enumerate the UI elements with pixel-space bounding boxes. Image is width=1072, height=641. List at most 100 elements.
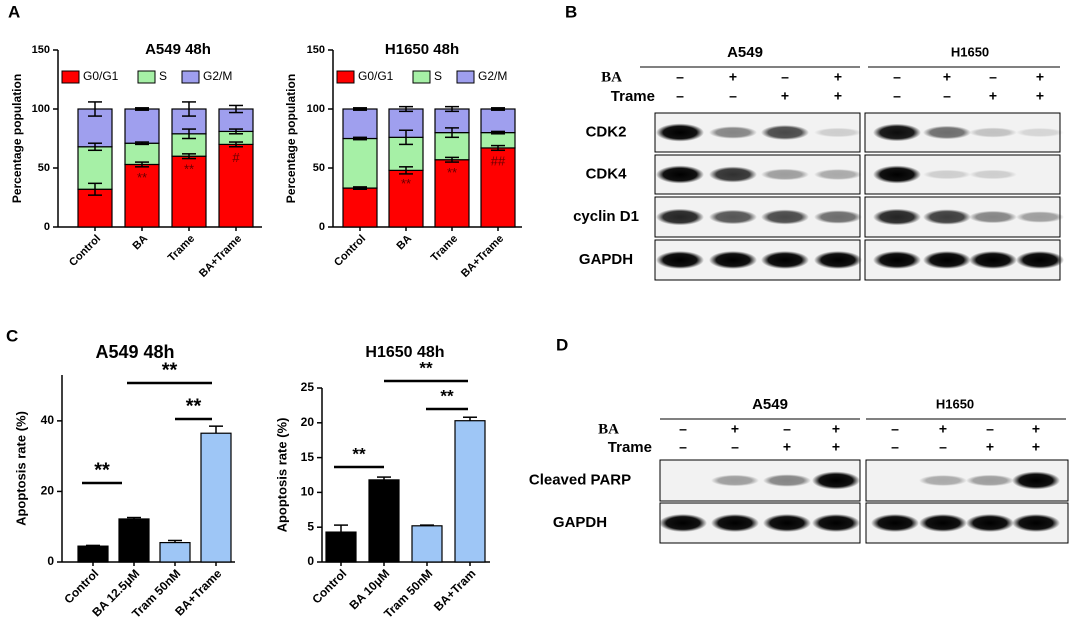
blot-band: [873, 123, 921, 142]
bar-segment: [480, 147, 516, 228]
blot-band: [873, 251, 921, 269]
treatment-sign: –: [891, 421, 899, 437]
error-bar: [491, 130, 505, 135]
significance: **: [184, 162, 194, 177]
legend-label: S: [159, 69, 167, 83]
comparison-label: **: [419, 358, 433, 377]
bar-segment: [342, 108, 378, 140]
protein-label: GAPDH: [553, 514, 607, 531]
cell-line-label: A549: [727, 44, 763, 61]
treatment-sign: –: [986, 421, 994, 437]
blot-band: [969, 169, 1017, 180]
error-bar: [491, 144, 505, 152]
legend-label: S: [434, 69, 442, 83]
bar: [159, 541, 191, 563]
bar: [454, 420, 486, 563]
treatment-sign: +: [1032, 439, 1040, 455]
treatment-sign: –: [989, 69, 997, 85]
error-bar: [86, 544, 100, 547]
blot-band: [814, 251, 862, 269]
bar-segment: [124, 163, 160, 228]
legend-label: G2/M: [203, 69, 232, 83]
error-bar: [399, 105, 413, 113]
legend-swatch: [181, 70, 200, 84]
error-bar: [229, 128, 243, 135]
panel-label: B: [565, 2, 577, 21]
y-tick-label: 40: [41, 413, 55, 427]
blot-band: [1016, 211, 1064, 223]
y-tick-label: 5: [307, 519, 314, 533]
legend-swatch: [336, 70, 355, 84]
bar-segment: [124, 142, 160, 166]
x-tick-label: Control: [332, 233, 368, 269]
panel-label: A: [8, 2, 20, 21]
error-bar: [353, 107, 367, 111]
treatment-sign: +: [1032, 421, 1040, 437]
treatment-sign: –: [781, 69, 789, 85]
bar-segment: [480, 108, 516, 134]
chart-title: H1650 48h: [385, 41, 459, 58]
legend-label: G0/G1: [358, 69, 394, 83]
bar-segment: [171, 155, 207, 228]
y-tick-label: 20: [301, 415, 315, 429]
y-axis-label: Apoptosis rate (%): [13, 411, 28, 526]
y-tick-label: 0: [319, 221, 325, 233]
significance: **: [137, 170, 147, 185]
treatment-sign: +: [729, 69, 737, 85]
x-tick-label: Control: [61, 566, 101, 606]
treatment-sign: +: [939, 421, 947, 437]
y-tick-label: 0: [307, 554, 314, 568]
x-tick-label: Control: [67, 233, 103, 269]
blot-band: [763, 514, 811, 532]
treatment-sign: –: [676, 88, 684, 104]
blot-band: [969, 251, 1017, 269]
y-tick-label: 100: [32, 103, 50, 115]
blot-band: [812, 471, 860, 490]
treatment-label: Trame: [611, 88, 655, 105]
y-tick-label: 15: [301, 450, 315, 464]
error-bar: [135, 161, 149, 168]
error-bar: [88, 182, 102, 196]
error-bar: [209, 425, 223, 434]
error-bar: [491, 107, 505, 111]
error-bar: [88, 142, 102, 152]
blot-band: [709, 126, 757, 139]
treatment-sign: +: [834, 88, 842, 104]
treatment-sign: +: [986, 439, 994, 455]
bar-segment: [342, 187, 378, 228]
bar: [368, 479, 400, 563]
error-bar: [463, 416, 477, 421]
blot-band: [1012, 514, 1060, 532]
treatment-sign: –: [939, 439, 947, 455]
error-bar: [182, 128, 196, 140]
y-tick-label: 150: [32, 44, 50, 56]
blot-band: [761, 251, 809, 269]
treatment-sign: +: [1036, 88, 1044, 104]
treatment-sign: +: [783, 439, 791, 455]
treatment-sign: +: [943, 69, 951, 85]
blot-band: [919, 514, 967, 532]
error-bar: [182, 101, 196, 117]
legend-swatch: [456, 70, 475, 84]
blot-band: [871, 514, 919, 532]
blot-band: [1016, 127, 1064, 138]
error-bar: [229, 141, 243, 148]
y-axis-label: Apoptosis rate (%): [274, 418, 289, 533]
blot-band: [659, 514, 707, 532]
x-tick-label: BA: [394, 233, 414, 253]
error-bar: [135, 141, 149, 146]
bar-segment: [124, 108, 160, 144]
blot-band: [873, 208, 921, 226]
error-bar: [445, 105, 459, 113]
x-tick-label: BA+Trame: [459, 233, 506, 280]
x-tick-label: BA: [130, 233, 150, 253]
treatment-sign: +: [1036, 69, 1044, 85]
blot-band: [656, 251, 704, 269]
bar-segment: [342, 137, 378, 189]
blot-band: [923, 169, 971, 180]
blot-band: [923, 251, 971, 269]
bar: [77, 545, 109, 563]
legend-swatch: [61, 70, 80, 84]
cell-line-label: H1650: [951, 44, 989, 59]
significance: #: [232, 150, 240, 165]
